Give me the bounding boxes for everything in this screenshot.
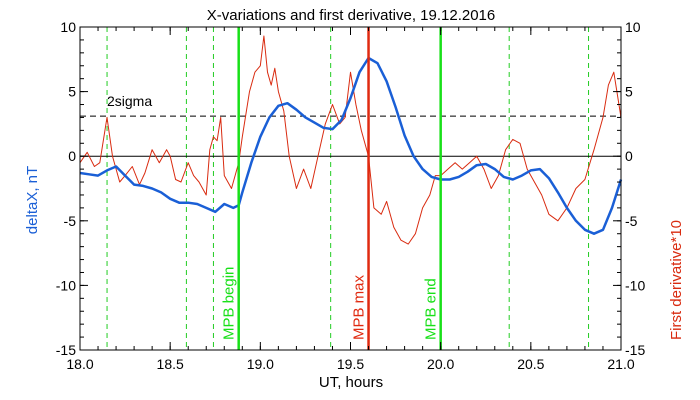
y-tick-label-right-4: 5 xyxy=(625,84,633,100)
markers-front: MPB begin MPB max MPB end xyxy=(221,27,442,350)
y-axis-title-left: deltaX, nT xyxy=(24,166,41,234)
y-tick-label-left-5: 10 xyxy=(60,19,76,35)
y-tick-label-right-3: 0 xyxy=(625,148,633,164)
y-axis-left: -15 -10 -5 0 5 10 xyxy=(56,19,88,358)
x-tick-label-5: 20.5 xyxy=(517,356,544,372)
x-tick-label-2: 19.0 xyxy=(247,356,274,372)
y-tick-label-right-2: -5 xyxy=(625,213,638,229)
y-axis-title-right: First derivative*10 xyxy=(668,220,685,340)
x-tick-label-4: 20.0 xyxy=(427,356,454,372)
marker-mpb-begin-label: MPB begin xyxy=(221,267,238,340)
y-tick-label-left-2: -5 xyxy=(64,213,77,229)
x-tick-label-0: 18.0 xyxy=(66,356,93,372)
y-axis-right: -15 -10 -5 0 5 10 xyxy=(613,19,645,358)
y-tick-label-right-1: -10 xyxy=(625,277,645,293)
series-deltaX-line xyxy=(79,56,623,235)
x-axis: 18.0 18.5 19.0 19.5 20.0 20.5 21.0 xyxy=(66,27,635,372)
series-layer xyxy=(79,35,623,245)
series-derivative-line xyxy=(79,35,622,245)
y-tick-label-right-5: 10 xyxy=(625,19,641,35)
y-tick-label-right-0: -15 xyxy=(625,342,645,358)
x-tick-label-3: 19.5 xyxy=(337,356,364,372)
markers-back xyxy=(106,27,590,350)
y-tick-label-left-4: 5 xyxy=(68,84,76,100)
sigma-label: 2sigma xyxy=(107,93,152,109)
y-tick-label-left-0: -15 xyxy=(56,342,76,358)
x-tick-label-1: 18.5 xyxy=(157,356,184,372)
y-tick-label-left-3: 0 xyxy=(68,148,76,164)
x-tick-label-6: 21.0 xyxy=(607,356,634,372)
marker-mpb-max-label: MPB max xyxy=(351,274,368,340)
marker-mpb-end-label: MPB end xyxy=(423,278,440,340)
reference-lines xyxy=(80,115,621,157)
y-tick-label-left-1: -10 xyxy=(56,277,76,293)
x-axis-title: UT, hours xyxy=(319,374,383,391)
chart-title: X-variations and first derivative, 19.12… xyxy=(207,7,496,24)
